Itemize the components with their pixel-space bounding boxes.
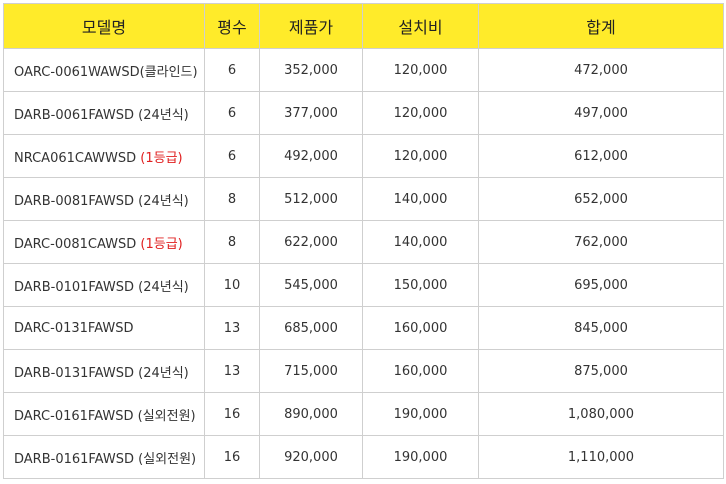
cell-price: 377,000 <box>259 91 363 135</box>
model-name: DARC-0131FAWSD <box>14 320 134 336</box>
cell-total: 1,080,000 <box>478 392 724 436</box>
cell-install: 190,000 <box>362 435 479 479</box>
cell-model: DARB-0131FAWSD (24년식) <box>3 349 205 393</box>
cell-total: 612,000 <box>478 134 724 178</box>
cell-pyeong: 8 <box>204 220 260 264</box>
header-total: 합계 <box>478 3 724 49</box>
model-name: NRCA061CAWWSD <box>14 150 141 166</box>
cell-model: DARC-0161FAWSD (실외전원) <box>3 392 205 436</box>
cell-install: 120,000 <box>362 48 479 92</box>
cell-price: 492,000 <box>259 134 363 178</box>
cell-pyeong: 16 <box>204 392 260 436</box>
table-row: DARC-0131FAWSD 13 685,000 160,000 845,00… <box>3 306 724 350</box>
cell-total: 1,110,000 <box>478 435 724 479</box>
header-price: 제품가 <box>259 3 363 49</box>
table-row: DARB-0161FAWSD (실외전원) 16 920,000 190,000… <box>3 435 724 479</box>
cell-model: OARC-0061WAWSD(클라인드) <box>3 48 205 92</box>
cell-install: 120,000 <box>362 91 479 135</box>
cell-total: 497,000 <box>478 91 724 135</box>
cell-model: DARB-0081FAWSD (24년식) <box>3 177 205 221</box>
table-row: DARB-0101FAWSD (24년식) 10 545,000 150,000… <box>3 263 724 307</box>
model-note: (24년식) <box>138 279 189 295</box>
model-note: (1등급) <box>140 236 183 252</box>
cell-install: 120,000 <box>362 134 479 178</box>
model-note: (24년식) <box>138 193 189 209</box>
table-row: OARC-0061WAWSD(클라인드) 6 352,000 120,000 4… <box>3 48 724 92</box>
cell-total: 762,000 <box>478 220 724 264</box>
cell-pyeong: 6 <box>204 134 260 178</box>
price-table: 모델명 평수 제품가 설치비 합계 OARC-0061WAWSD(클라인드) 6… <box>3 3 724 479</box>
cell-total: 845,000 <box>478 306 724 350</box>
cell-model: DARC-0081CAWSD (1등급) <box>3 220 205 264</box>
cell-price: 890,000 <box>259 392 363 436</box>
cell-install: 140,000 <box>362 177 479 221</box>
cell-price: 622,000 <box>259 220 363 264</box>
table-row: DARB-0061FAWSD (24년식) 6 377,000 120,000 … <box>3 91 724 135</box>
table-row: DARB-0131FAWSD (24년식) 13 715,000 160,000… <box>3 349 724 393</box>
cell-model: DARB-0101FAWSD (24년식) <box>3 263 205 307</box>
cell-pyeong: 6 <box>204 48 260 92</box>
cell-pyeong: 8 <box>204 177 260 221</box>
model-note: (클라인드) <box>139 64 198 80</box>
cell-install: 160,000 <box>362 306 479 350</box>
model-name: DARB-0061FAWSD <box>14 107 139 123</box>
table-row: NRCA061CAWWSD (1등급) 6 492,000 120,000 61… <box>3 134 724 178</box>
model-name: DARC-0081CAWSD <box>14 236 141 252</box>
model-name: DARB-0081FAWSD <box>14 193 139 209</box>
table-header: 모델명 평수 제품가 설치비 합계 <box>3 3 724 49</box>
table-row: DARC-0161FAWSD (실외전원) 16 890,000 190,000… <box>3 392 724 436</box>
model-note: (24년식) <box>138 107 189 123</box>
cell-model: DARB-0161FAWSD (실외전원) <box>3 435 205 479</box>
cell-pyeong: 6 <box>204 91 260 135</box>
header-pyeong: 평수 <box>204 3 260 49</box>
model-note: (실외전원) <box>138 451 197 467</box>
cell-price: 685,000 <box>259 306 363 350</box>
table-body: OARC-0061WAWSD(클라인드) 6 352,000 120,000 4… <box>3 48 724 479</box>
cell-model: DARC-0131FAWSD <box>3 306 205 350</box>
cell-install: 160,000 <box>362 349 479 393</box>
cell-total: 472,000 <box>478 48 724 92</box>
cell-model: NRCA061CAWWSD (1등급) <box>3 134 205 178</box>
model-note: (1등급) <box>140 150 183 166</box>
model-name: DARC-0161FAWSD <box>14 408 138 424</box>
cell-price: 352,000 <box>259 48 363 92</box>
model-name: OARC-0061WAWSD <box>14 64 140 80</box>
cell-total: 695,000 <box>478 263 724 307</box>
model-name: DARB-0131FAWSD <box>14 365 139 381</box>
cell-price: 715,000 <box>259 349 363 393</box>
cell-price: 545,000 <box>259 263 363 307</box>
header-install: 설치비 <box>362 3 479 49</box>
header-model: 모델명 <box>3 3 205 49</box>
cell-price: 512,000 <box>259 177 363 221</box>
cell-pyeong: 16 <box>204 435 260 479</box>
table-row: DARC-0081CAWSD (1등급) 8 622,000 140,000 7… <box>3 220 724 264</box>
model-name: DARB-0161FAWSD <box>14 451 139 467</box>
cell-model: DARB-0061FAWSD (24년식) <box>3 91 205 135</box>
model-note: (24년식) <box>138 365 189 381</box>
header-row: 모델명 평수 제품가 설치비 합계 <box>3 3 724 49</box>
cell-install: 140,000 <box>362 220 479 264</box>
cell-pyeong: 13 <box>204 306 260 350</box>
cell-pyeong: 13 <box>204 349 260 393</box>
cell-total: 652,000 <box>478 177 724 221</box>
table-row: DARB-0081FAWSD (24년식) 8 512,000 140,000 … <box>3 177 724 221</box>
cell-install: 150,000 <box>362 263 479 307</box>
model-note: (실외전원) <box>137 408 196 424</box>
cell-price: 920,000 <box>259 435 363 479</box>
model-name: DARB-0101FAWSD <box>14 279 139 295</box>
cell-pyeong: 10 <box>204 263 260 307</box>
cell-total: 875,000 <box>478 349 724 393</box>
cell-install: 190,000 <box>362 392 479 436</box>
